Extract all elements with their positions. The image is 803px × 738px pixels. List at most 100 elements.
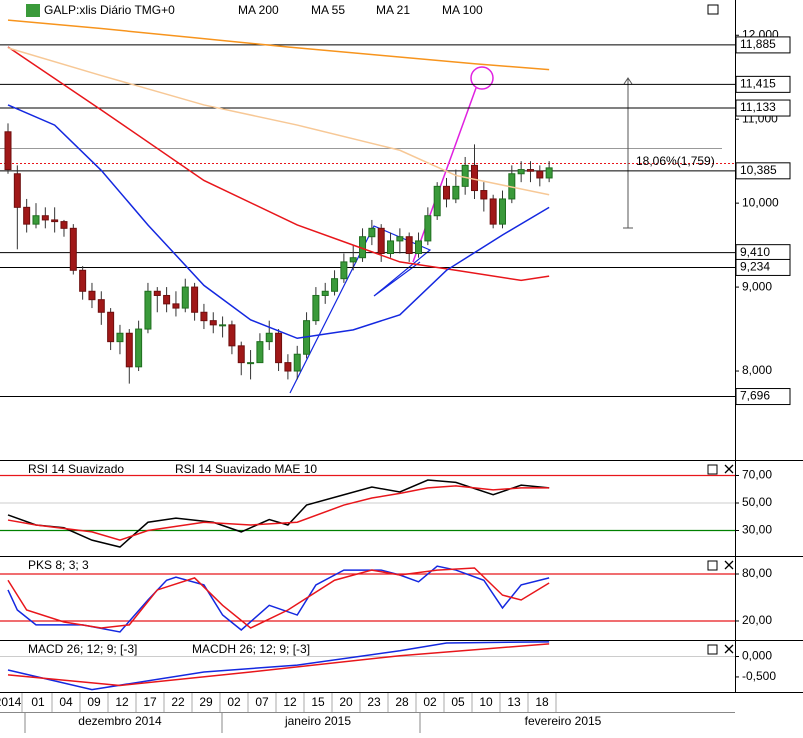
candle-body bbox=[415, 240, 423, 255]
y-tick-label: 0,000 bbox=[742, 649, 772, 663]
maximize-button[interactable] bbox=[707, 644, 718, 655]
series-line bbox=[7, 47, 550, 196]
symbol-icon bbox=[26, 4, 40, 17]
y-tick-label: -0,500 bbox=[742, 669, 776, 683]
y-tick-label: 20,00 bbox=[742, 613, 772, 627]
maximize-button[interactable] bbox=[707, 560, 718, 571]
candle-body bbox=[368, 227, 376, 238]
candle-body bbox=[284, 362, 292, 372]
x-tick-label: 13 bbox=[507, 695, 521, 709]
y-tick-label: 10,000 bbox=[742, 195, 779, 209]
month-label: fevereiro 2015 bbox=[525, 714, 602, 728]
candle-body bbox=[498, 198, 506, 225]
x-tick-label: 02 bbox=[227, 695, 241, 709]
x-tick-label: 22 bbox=[171, 695, 185, 709]
legend-entry: MA 200 bbox=[238, 3, 279, 17]
y-tick-label: 70,00 bbox=[742, 468, 772, 482]
level-box bbox=[735, 258, 791, 276]
maximize-button[interactable] bbox=[707, 464, 718, 475]
candle-body bbox=[471, 164, 478, 192]
x-tick-label: 18 bbox=[535, 695, 549, 709]
y-tick-label: 50,00 bbox=[742, 495, 772, 509]
candle-body bbox=[200, 311, 208, 322]
x-tick-label: 23 bbox=[367, 695, 381, 709]
measure-head bbox=[623, 77, 633, 85]
x-tick-label: 02 bbox=[423, 695, 437, 709]
x-tick-label: 28 bbox=[395, 695, 409, 709]
candle-body bbox=[452, 185, 460, 200]
level-label: 11,415 bbox=[740, 77, 776, 91]
series-line bbox=[7, 479, 550, 548]
x-tick-label: 2014 bbox=[0, 695, 22, 709]
candle-body bbox=[424, 215, 432, 242]
x-tick-label: 12 bbox=[283, 695, 297, 709]
legend-entry: MA 100 bbox=[442, 3, 483, 17]
candle-body bbox=[116, 332, 124, 343]
candle-body bbox=[4, 131, 12, 171]
series-line bbox=[7, 643, 550, 687]
legend-entry: RSI 14 Suavizado bbox=[28, 462, 124, 476]
x-tick-label: 09 bbox=[87, 695, 101, 709]
candle-body bbox=[228, 324, 236, 347]
candle-body bbox=[163, 294, 171, 305]
panel-buttons[interactable] bbox=[707, 4, 719, 655]
close-button[interactable] bbox=[724, 644, 734, 654]
candle-body bbox=[517, 169, 525, 175]
candle-body bbox=[265, 332, 273, 343]
frame bbox=[0, 0, 803, 713]
measure-label: 18,06%(1,759) bbox=[636, 154, 715, 168]
close-button[interactable] bbox=[724, 560, 734, 570]
level-label: 11,885 bbox=[740, 37, 776, 51]
level-label: 7,696 bbox=[740, 389, 770, 403]
legend-entry: PKS 8; 3; 3 bbox=[28, 558, 89, 572]
legend-entry: MACD 26; 12; 9; [-3] bbox=[28, 642, 137, 656]
candle-body bbox=[331, 278, 339, 292]
x-tick-label: 20 bbox=[339, 695, 353, 709]
level-label: 11,133 bbox=[740, 100, 776, 114]
candle-body bbox=[32, 215, 40, 225]
series-line bbox=[7, 46, 550, 282]
x-tick-label: 01 bbox=[31, 695, 45, 709]
x-tick-label: 29 bbox=[199, 695, 213, 709]
month-label: dezembro 2014 bbox=[78, 714, 162, 728]
legend-entry: MA 55 bbox=[311, 3, 345, 17]
series-line bbox=[7, 104, 550, 340]
level-label: 9,234 bbox=[740, 260, 770, 274]
x-tick-label: 12 bbox=[115, 695, 129, 709]
candle-body bbox=[293, 353, 301, 372]
level-box bbox=[735, 99, 791, 117]
candle-body bbox=[79, 269, 87, 292]
candle-body bbox=[181, 286, 189, 309]
close-button[interactable] bbox=[724, 464, 734, 474]
candle-body bbox=[23, 206, 31, 225]
measure-arrow bbox=[623, 77, 633, 229]
candle-body bbox=[545, 167, 553, 179]
candle-body bbox=[387, 240, 395, 255]
x-tick-label: 04 bbox=[59, 695, 73, 709]
y-tick-label: 30,00 bbox=[742, 523, 772, 537]
pattern-line bbox=[289, 225, 432, 394]
series-line bbox=[7, 567, 550, 629]
level-box bbox=[735, 36, 791, 54]
close-buttons[interactable] bbox=[724, 464, 734, 654]
x-tick-label: 07 bbox=[255, 695, 269, 709]
x-tick-label: 05 bbox=[451, 695, 465, 709]
maximize-button[interactable] bbox=[707, 4, 719, 15]
series-line bbox=[7, 485, 550, 541]
candle-body bbox=[13, 173, 21, 208]
candle-body bbox=[209, 320, 217, 326]
candle-body bbox=[443, 185, 451, 200]
candle-body bbox=[97, 299, 105, 313]
legend-entry: MACDH 26; 12; 9; [-3] bbox=[192, 642, 310, 656]
candle-body bbox=[536, 170, 544, 179]
legend-entry: RSI 14 Suavizado MAE 10 bbox=[175, 462, 317, 476]
level-box bbox=[735, 388, 791, 406]
chart-title: GALP:xlis Diário TMG+0 bbox=[44, 3, 175, 17]
candle-body bbox=[480, 190, 488, 200]
series-line bbox=[7, 19, 550, 71]
candle-body bbox=[461, 164, 469, 187]
candle-body bbox=[107, 311, 115, 343]
candle-body bbox=[349, 257, 357, 263]
triangle-pattern bbox=[289, 225, 432, 394]
